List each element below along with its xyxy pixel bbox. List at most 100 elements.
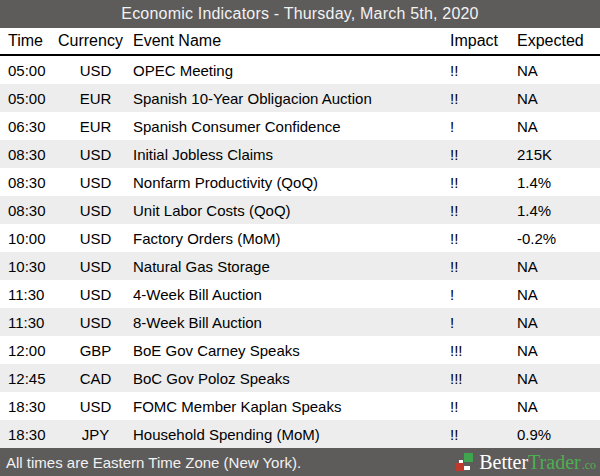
cell-currency: EUR [58,90,133,107]
title-bar: Economic Indicators - Thursday, March 5t… [0,0,600,28]
cell-event: 8-Week Bill Auction [133,314,450,331]
cell-impact: !! [450,258,517,275]
column-header-event: Event Name [133,32,450,50]
column-header-impact: Impact [450,32,517,50]
cell-currency: USD [58,314,133,331]
cell-event: FOMC Member Kaplan Speaks [133,398,450,415]
cell-expected: 215K [517,146,600,163]
cell-impact: !! [450,174,517,191]
cell-expected: NA [517,90,600,107]
cell-event: Factory Orders (MoM) [133,230,450,247]
cell-currency: USD [58,202,133,219]
table-row: 05:00USDOPEC Meeting!!NA [0,56,600,84]
brand-tld: .co [582,459,596,471]
column-header-expected: Expected [517,32,600,50]
table-row: 08:30USDNonfarm Productivity (QoQ)!!1.4% [0,168,600,196]
cell-event: OPEC Meeting [133,62,450,79]
economic-calendar-widget: Economic Indicators - Thursday, March 5t… [0,0,600,476]
cell-currency: USD [58,398,133,415]
cell-currency: GBP [58,342,133,359]
cell-time: 18:30 [0,398,58,415]
cell-currency: EUR [58,118,133,135]
cell-time: 06:30 [0,118,58,135]
cell-impact: ! [450,118,517,135]
page-title: Economic Indicators - Thursday, March 5t… [121,5,478,23]
table-row: 18:30USDFOMC Member Kaplan Speaks!!NA [0,392,600,420]
cell-time: 08:30 [0,202,58,219]
cell-event: Unit Labor Costs (QoQ) [133,202,450,219]
table-row: 05:00EURSpanish 10-Year Obligacion Aucti… [0,84,600,112]
cell-currency: USD [58,146,133,163]
cell-expected: 1.4% [517,174,600,191]
column-header-time: Time [0,32,58,50]
cell-impact: !! [450,146,517,163]
cell-impact: !! [450,202,517,219]
cell-time: 10:30 [0,258,58,275]
cell-expected: NA [517,258,600,275]
cell-impact: ! [450,314,517,331]
cell-impact: !!! [450,370,517,387]
table-row: 10:00USDFactory Orders (MoM)!!-0.2% [0,224,600,252]
cell-currency: USD [58,286,133,303]
logo-red-square-icon [456,463,464,471]
cell-impact: !!! [450,342,517,359]
cell-impact: !! [450,62,517,79]
cell-currency: USD [58,174,133,191]
indicators-table: Time Currency Event Name Impact Expected… [0,28,600,448]
cell-currency: USD [58,230,133,247]
brand-name-better: Better [479,452,528,472]
cell-expected: NA [517,370,600,387]
cell-time: 05:00 [0,90,58,107]
table-row: 08:30USDUnit Labor Costs (QoQ)!!1.4% [0,196,600,224]
cell-currency: JPY [58,426,133,443]
cell-impact: !! [450,230,517,247]
bettertrader-logo[interactable]: BetterTrader.co [456,452,596,472]
table-row: 12:00GBPBoE Gov Carney Speaks!!!NA [0,336,600,364]
cell-time: 08:30 [0,174,58,191]
cell-time: 08:30 [0,146,58,163]
cell-expected: NA [517,62,600,79]
footer-bar: All times are Eastern Time Zone (New Yor… [0,448,600,476]
brand-name-trader: Trader [528,452,581,472]
cell-expected: 0.9% [517,426,600,443]
cell-impact: !! [450,90,517,107]
cell-time: 12:45 [0,370,58,387]
cell-expected: -0.2% [517,230,600,247]
table-row: 11:30USD8-Week Bill Auction!NA [0,308,600,336]
cell-currency: USD [58,258,133,275]
cell-impact: ! [450,286,517,303]
table-row: 10:30USDNatural Gas Storage!!NA [0,252,600,280]
table-row: 06:30EURSpanish Consumer Confidence!NA [0,112,600,140]
cell-event: Natural Gas Storage [133,258,450,275]
cell-currency: USD [58,62,133,79]
cell-event: BoE Gov Carney Speaks [133,342,450,359]
cell-time: 10:00 [0,230,58,247]
cell-currency: CAD [58,370,133,387]
cell-time: 12:00 [0,342,58,359]
cell-event: BoC Gov Poloz Speaks [133,370,450,387]
cell-expected: NA [517,314,600,331]
cell-impact: !! [450,426,517,443]
table-row: 11:30USD4-Week Bill Auction!NA [0,280,600,308]
cell-event: Nonfarm Productivity (QoQ) [133,174,450,191]
table-body: 05:00USDOPEC Meeting!!NA05:00EURSpanish … [0,56,600,448]
cell-expected: NA [517,286,600,303]
cell-expected: NA [517,118,600,135]
cell-time: 11:30 [0,286,58,303]
cell-impact: !! [450,398,517,415]
cell-time: 05:00 [0,62,58,79]
cell-event: Spanish Consumer Confidence [133,118,450,135]
cell-time: 18:30 [0,426,58,443]
cell-event: 4-Week Bill Auction [133,286,450,303]
cell-expected: NA [517,342,600,359]
cell-event: Household Spending (MoM) [133,426,450,443]
table-row: 12:45CADBoC Gov Poloz Speaks!!!NA [0,364,600,392]
table-row: 08:30USDInitial Jobless Claims!!215K [0,140,600,168]
cell-expected: 1.4% [517,202,600,219]
cell-time: 11:30 [0,314,58,331]
cell-expected: NA [517,398,600,415]
bettertrader-logo-icon [456,453,474,471]
cell-event: Spanish 10-Year Obligacion Auction [133,90,450,107]
timezone-note: All times are Eastern Time Zone (New Yor… [6,454,301,471]
cell-event: Initial Jobless Claims [133,146,450,163]
